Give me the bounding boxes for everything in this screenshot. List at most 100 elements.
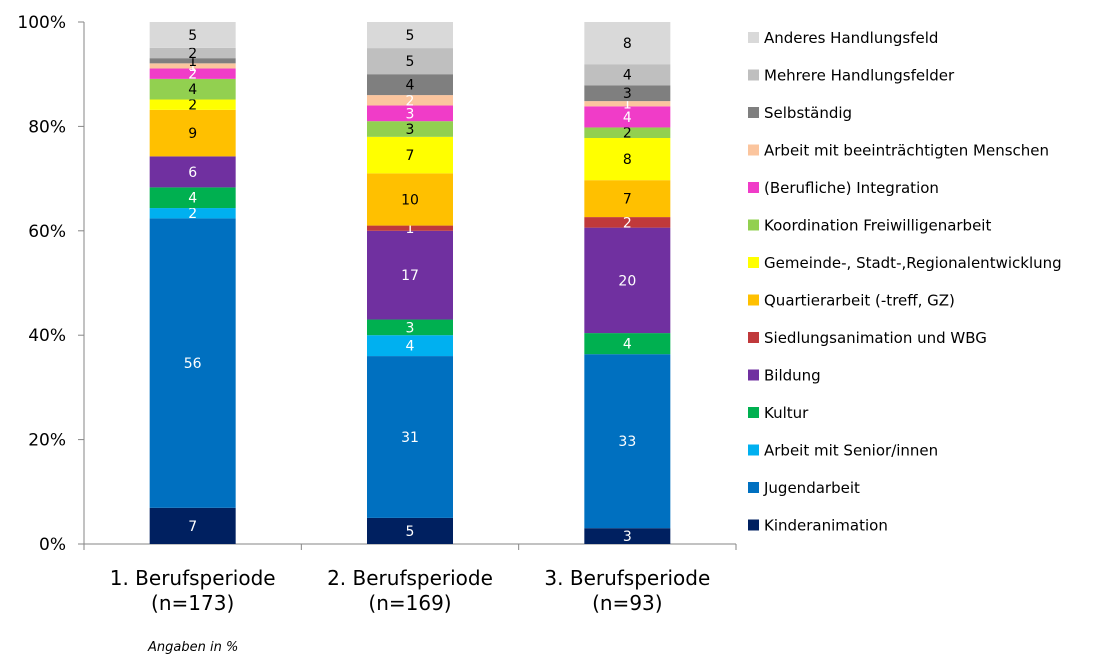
bar-segment: [584, 180, 671, 218]
legend-swatch: [748, 407, 759, 418]
bar-segment: [149, 78, 236, 100]
data-label: 4: [406, 78, 415, 94]
bar-segment: [584, 127, 671, 138]
data-label: 5: [406, 28, 415, 44]
bar-segment: [149, 63, 236, 69]
data-label: 7: [406, 148, 415, 164]
bar-segment: [367, 230, 453, 320]
legend-swatch: [748, 107, 759, 118]
data-label: 8: [623, 36, 632, 52]
data-label: 10: [401, 192, 419, 208]
bar-segment: [367, 105, 453, 122]
legend-swatch: [748, 332, 759, 343]
bar-segment: [149, 109, 236, 157]
bar-segment: [367, 22, 453, 49]
footnote: Angaben in %: [148, 640, 239, 655]
data-label: 2: [406, 93, 415, 109]
data-label: 17: [401, 268, 419, 284]
bar-segment: [584, 333, 671, 355]
bar-segment: [149, 507, 236, 544]
legend-label: Arbeit mit Senior/innen: [764, 442, 938, 460]
legend-label: Quartierarbeit (-treff, GZ): [764, 292, 955, 310]
data-label: 2: [623, 215, 632, 231]
legend-swatch: [748, 519, 759, 531]
data-label: 6: [188, 165, 197, 181]
data-label: 4: [406, 339, 415, 355]
bar-segment: [149, 187, 236, 209]
data-label: 9: [188, 126, 197, 142]
y-tick-label: 20%: [28, 431, 66, 451]
data-label: 1: [188, 59, 197, 75]
legend-swatch: [748, 369, 759, 381]
data-label: 2: [188, 67, 197, 83]
bar-segment: [367, 319, 453, 336]
legend-swatch: [748, 444, 759, 456]
x-category-label: 3. Berufsperiode: [544, 566, 710, 590]
data-label: 31: [401, 430, 419, 446]
legend-swatch: [748, 257, 759, 268]
y-tick-label: 40%: [28, 326, 66, 346]
bar-segment: [367, 335, 453, 357]
legend-label: (Berufliche) Integration: [764, 179, 939, 197]
bar-segment: [584, 138, 671, 181]
bar-segment: [367, 48, 453, 75]
x-category-label: (n=173): [151, 591, 234, 615]
legend-label: Mehrere Handlungsfelder: [764, 67, 955, 85]
legend-label: Kultur: [764, 404, 809, 422]
legend-swatch: [748, 69, 759, 81]
data-label: 2: [188, 98, 197, 114]
bar-segment: [367, 356, 453, 518]
bar-segment: [149, 22, 236, 48]
data-label: 3: [623, 529, 632, 545]
data-label: 4: [623, 68, 632, 84]
data-label: 2: [623, 126, 632, 142]
bar-segment: [584, 217, 671, 228]
x-category-label: 1. Berufsperiode: [110, 566, 276, 590]
data-label: 1: [406, 221, 415, 237]
legend-label: Kinderanimation: [764, 517, 888, 535]
legend-swatch: [748, 294, 759, 306]
data-label: 5: [188, 28, 197, 44]
data-label: 33: [618, 434, 636, 450]
data-label: 7: [188, 519, 197, 535]
data-label: 20: [618, 273, 636, 289]
data-label: 1: [623, 97, 632, 113]
legend-swatch: [748, 482, 759, 493]
legend-label: Arbeit mit beeinträchtigten Menschen: [764, 142, 1049, 160]
legend-swatch: [748, 182, 759, 193]
legend-label: Koordination Freiwilligenarbeit: [764, 217, 991, 235]
data-label: 56: [184, 356, 202, 372]
bar-segment: [584, 85, 671, 102]
y-tick-label: 0%: [39, 535, 66, 555]
bar-segment: [367, 121, 453, 137]
legend-label: Bildung: [764, 367, 821, 385]
bar-segment: [367, 225, 453, 231]
bar-segment: [149, 208, 236, 219]
legend-label: Jugendarbeit: [763, 479, 860, 497]
legend-swatch: [748, 219, 759, 231]
bar-segment: [584, 528, 671, 544]
bar-segment: [367, 95, 453, 106]
bar-segment: [149, 99, 236, 110]
x-category-label: (n=93): [592, 591, 663, 615]
data-label: 2: [188, 46, 197, 62]
bar-segment: [584, 106, 671, 128]
bar-segment: [367, 74, 453, 96]
bar-segment: [149, 47, 236, 59]
bar-segment: [367, 136, 453, 174]
data-label: 2: [188, 206, 197, 222]
bar-segment: [367, 173, 453, 226]
bar-segment: [584, 22, 671, 65]
legend-swatch: [748, 32, 759, 43]
data-label: 4: [623, 110, 632, 126]
bar-segment: [149, 68, 236, 79]
legend-label: Siedlungsanimation und WBG: [764, 329, 987, 347]
bar-segment: [367, 517, 453, 544]
data-label: 1: [188, 54, 197, 70]
bar-segment: [149, 58, 236, 64]
legend-label: Gemeinde-, Stadt-,Regionalentwicklung: [764, 254, 1062, 272]
data-label: 3: [406, 122, 415, 138]
bar-segment: [584, 354, 671, 529]
data-label: 5: [406, 54, 415, 70]
